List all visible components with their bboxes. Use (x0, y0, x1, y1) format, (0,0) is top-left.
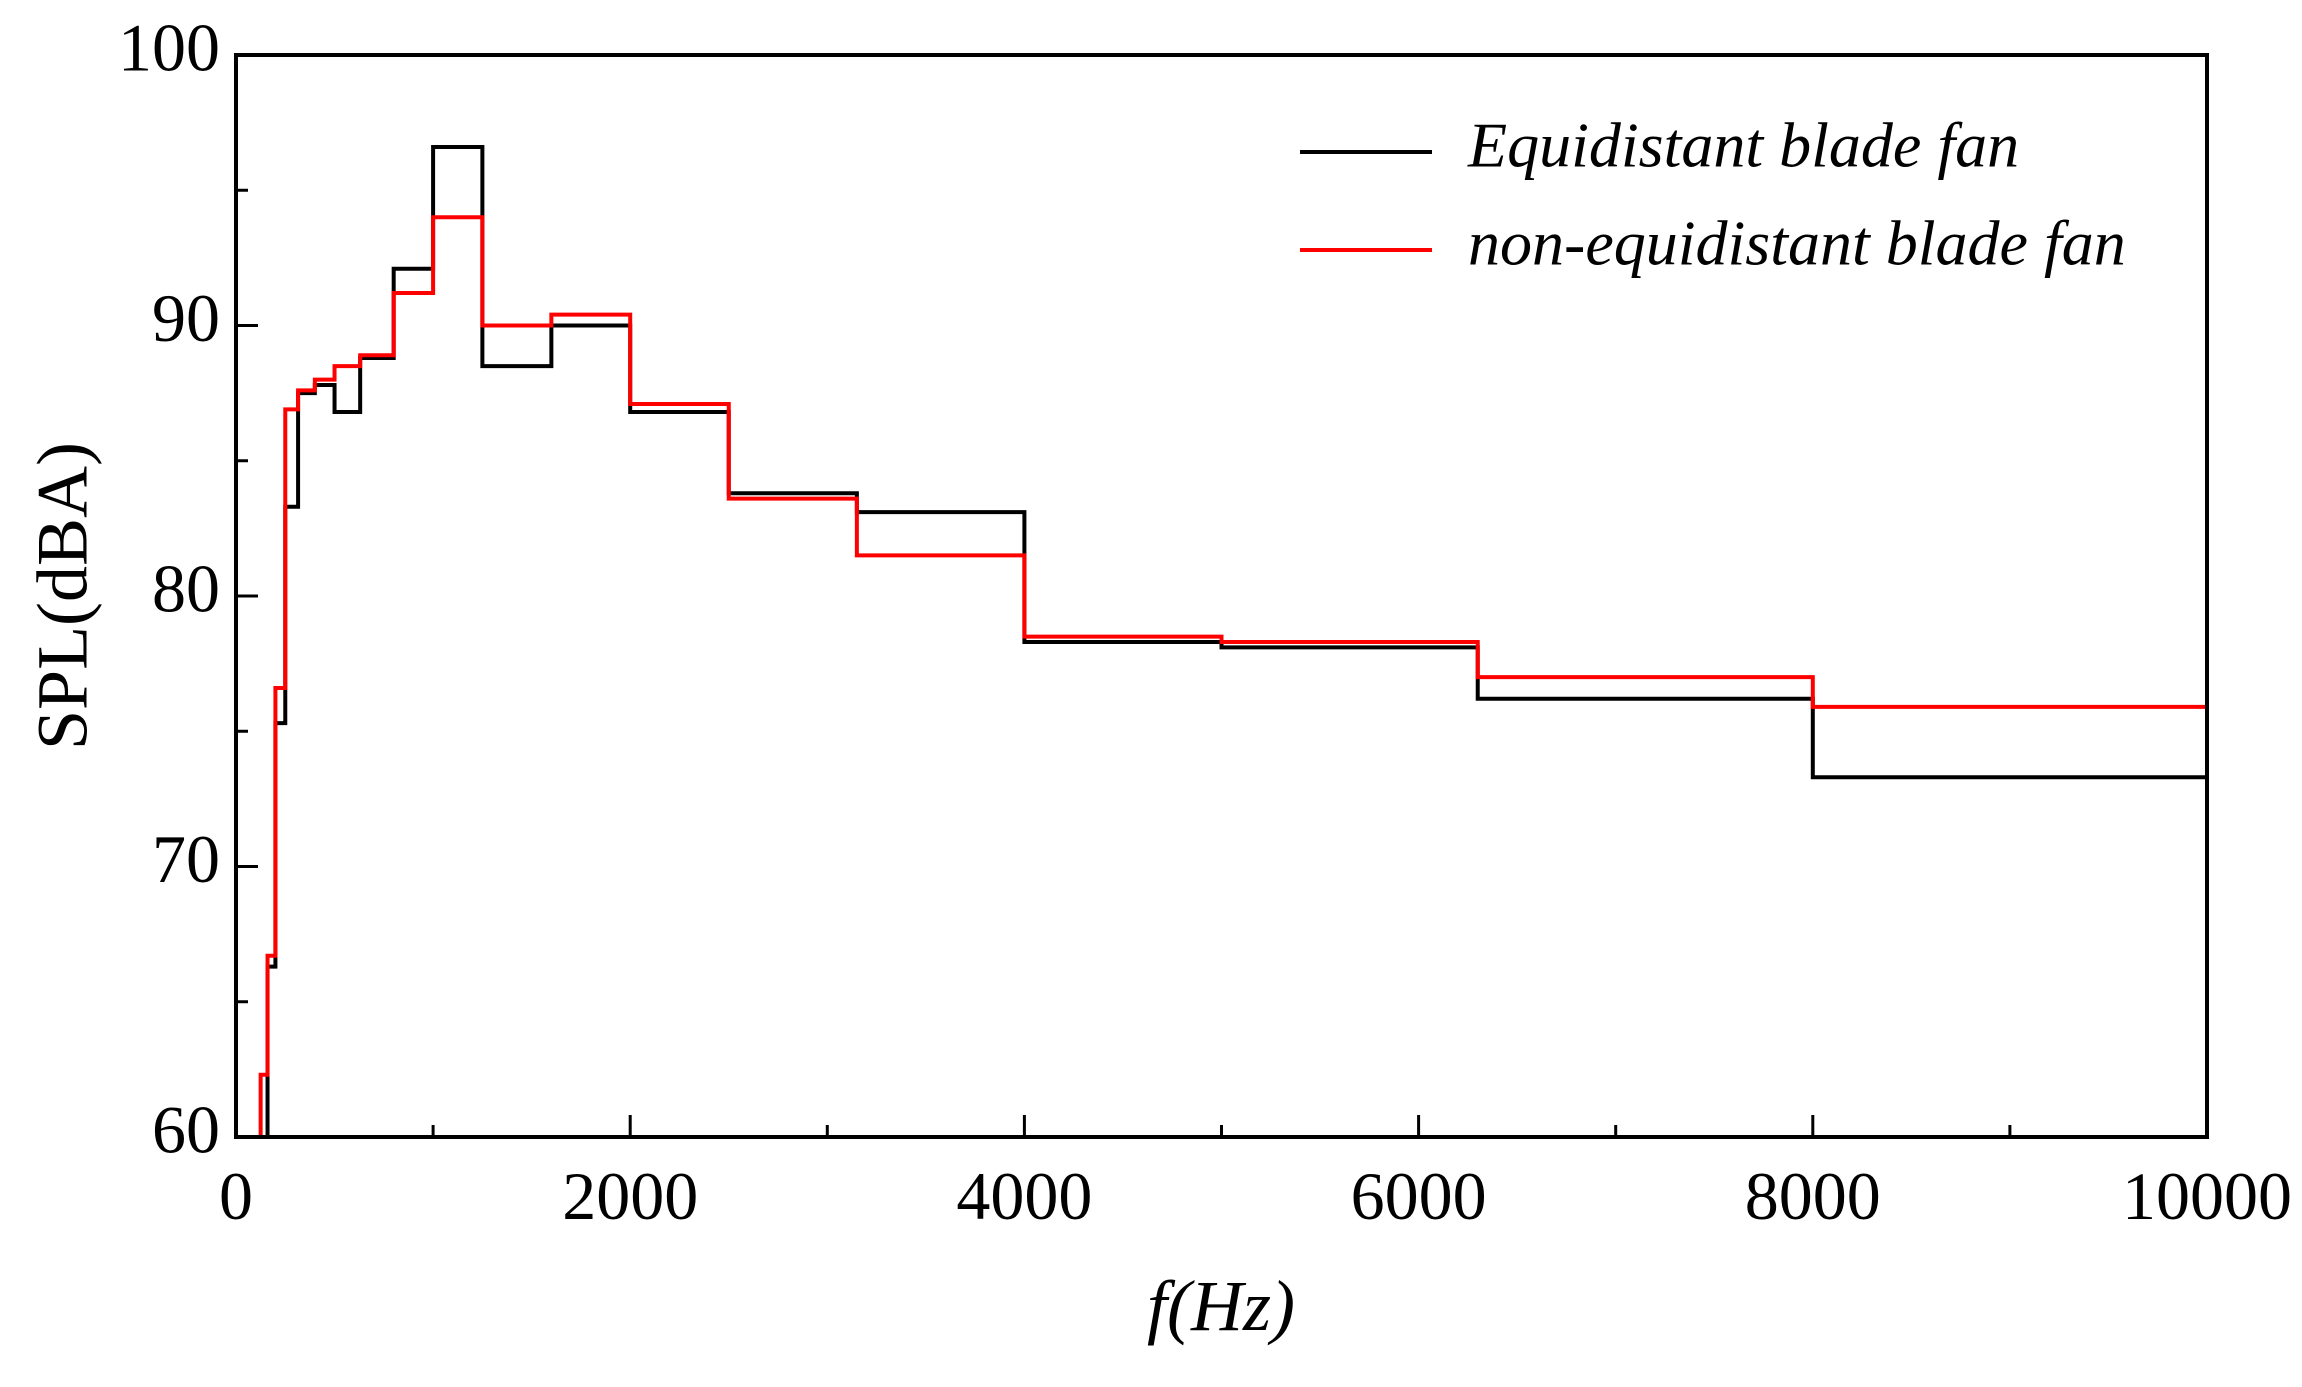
y-tick-label: 100 (118, 10, 220, 86)
step-line (258, 215, 2209, 1137)
legend-label: non-equidistant blade fan (1468, 208, 2126, 279)
x-tick-label: 6000 (1351, 1158, 1487, 1234)
x-tick-label: 10000 (2122, 1158, 2292, 1234)
x-tick-label: 4000 (956, 1158, 1092, 1234)
plot-frame (234, 53, 2209, 1139)
y-tick-label: 60 (152, 1092, 220, 1168)
x-tick-label: 8000 (1745, 1158, 1881, 1234)
y-tick-label: 70 (152, 821, 220, 897)
x-axis-title: f(Hz) (1147, 1266, 1295, 1346)
y-tick-label: 90 (152, 280, 220, 356)
x-tick-label: 2000 (562, 1158, 698, 1234)
legend-label: Equidistant blade fan (1467, 110, 2019, 181)
x-tick-label: 0 (219, 1158, 253, 1234)
y-tick-label: 80 (152, 551, 220, 627)
y-axis-title: SPL(dBA) (23, 442, 103, 750)
